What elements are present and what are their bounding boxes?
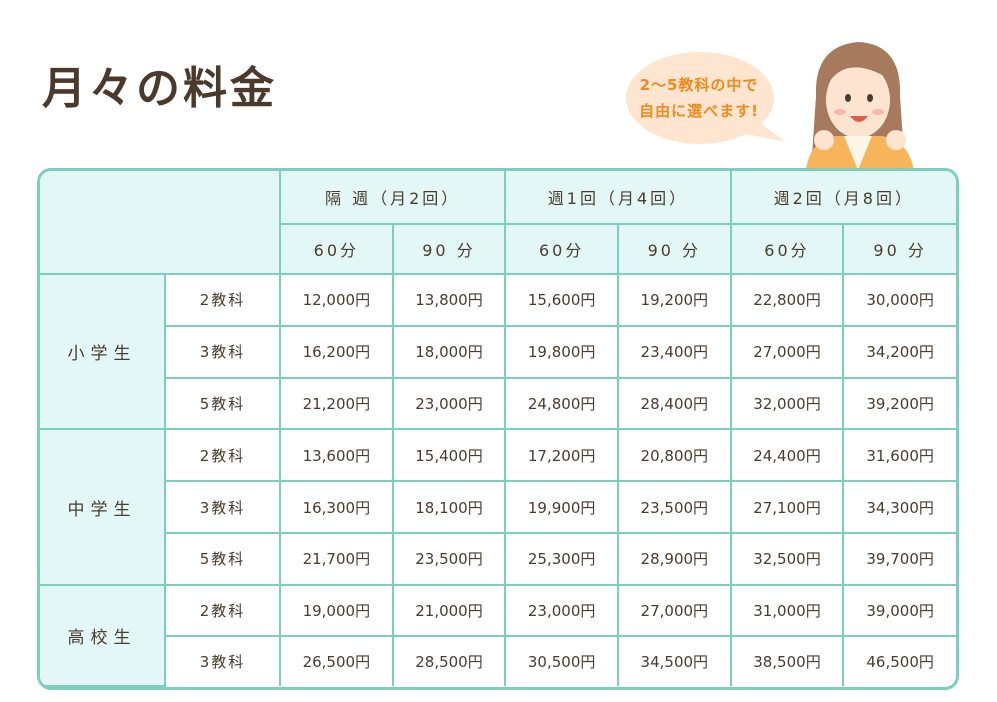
- duration-header-row: 60分 90 分 60分 90 分 60分 90 分: [40, 223, 956, 275]
- price-cell: 27,000円: [616, 583, 732, 638]
- subject-count: 3教科: [165, 324, 281, 379]
- price-cell: 31,600円: [842, 428, 956, 483]
- price-cell: 24,400円: [729, 428, 845, 483]
- table-row: 3教科 26,500円 28,500円 30,500円 34,500円 38,5…: [40, 635, 956, 686]
- price-cell: 31,000円: [729, 583, 845, 638]
- bubble-line-2: 自由に選べます!: [639, 102, 759, 120]
- price-cell: 28,400円: [616, 376, 732, 431]
- subject-count: 2教科: [164, 273, 281, 327]
- grade-label: 高校生: [40, 583, 166, 687]
- price-cell: 16,200円: [279, 324, 394, 379]
- price-cell: 34,500円: [616, 635, 732, 686]
- frequency-header-row: 隔 週（月2回） 週1回（月4回） 週2回（月8回）: [40, 171, 956, 275]
- subject-count: 2教科: [164, 583, 281, 638]
- price-cell: 13,800円: [391, 273, 507, 327]
- subject-count: 2教科: [164, 428, 281, 483]
- speech-bubble: 2〜5教科の中で 自由に選べます!: [626, 50, 786, 150]
- page-title: 月々の料金: [42, 63, 277, 114]
- price-cell: 12,000円: [279, 273, 394, 327]
- price-cell: 20,800円: [616, 428, 732, 483]
- price-cell: 21,700円: [279, 531, 394, 586]
- price-cell: 32,500円: [729, 531, 845, 586]
- header-weekly-once: 週1回（月4回）: [504, 171, 732, 225]
- price-cell: 18,100円: [391, 480, 507, 534]
- table-row: 中学生 2教科 13,600円 15,400円 17,200円 20,800円 …: [40, 428, 956, 586]
- subject-count: 5教科: [165, 376, 281, 431]
- duration-header: 90 分: [391, 223, 507, 275]
- price-cell: 21,200円: [279, 376, 394, 431]
- price-cell: 32,000円: [729, 376, 845, 431]
- header-weekly-twice: 週2回（月8回）: [729, 171, 956, 225]
- price-cell: 23,400円: [616, 324, 732, 379]
- price-cell: 46,500円: [842, 635, 956, 686]
- table-row: 3教科 16,300円 18,100円 19,900円 23,500円 27,1…: [40, 480, 956, 534]
- price-cell: 27,100円: [729, 480, 845, 534]
- duration-header: 60分: [504, 223, 619, 275]
- price-cell: 25,300円: [504, 531, 619, 586]
- price-cell: 38,500円: [729, 635, 845, 686]
- grade-label: 小学生: [40, 272, 166, 431]
- price-cell: 21,000円: [391, 583, 507, 638]
- table-row: 5教科 21,200円 23,000円 24,800円 28,400円 32,0…: [40, 376, 956, 431]
- price-cell: 17,200円: [504, 428, 619, 483]
- price-cell: 19,200円: [616, 273, 732, 327]
- price-cell: 24,800円: [504, 376, 619, 431]
- duration-header: 60分: [280, 223, 394, 275]
- price-cell: 30,500円: [504, 635, 619, 686]
- price-cell: 23,000円: [504, 583, 619, 638]
- table-row: 高校生 2教科 19,000円 21,000円 23,000円 27,000円 …: [40, 583, 956, 687]
- subject-count: 3教科: [165, 480, 281, 534]
- price-cell: 30,000円: [842, 273, 956, 327]
- duration-header: 90 分: [842, 223, 956, 275]
- price-cell: 27,000円: [729, 324, 845, 379]
- price-cell: 39,200円: [842, 376, 956, 431]
- price-cell: 19,900円: [504, 480, 619, 534]
- price-cell: 39,700円: [842, 531, 956, 586]
- price-cell: 23,500円: [616, 480, 732, 534]
- price-cell: 15,400円: [391, 428, 507, 483]
- header-biweekly: 隔 週（月2回）: [278, 171, 507, 225]
- price-cell: 28,900円: [616, 531, 732, 586]
- price-cell: 23,500円: [391, 531, 507, 586]
- price-cell: 34,200円: [842, 324, 956, 379]
- duration-header: 60分: [729, 223, 845, 275]
- price-cell: 34,300円: [842, 480, 956, 534]
- price-cell: 19,000円: [279, 583, 394, 638]
- price-cell: 28,500円: [391, 635, 507, 686]
- price-cell: 18,000円: [391, 324, 507, 379]
- duration-header: 90 分: [616, 223, 732, 275]
- girl-cheering-icon: [796, 36, 924, 170]
- price-cell: 13,600円: [279, 428, 394, 483]
- price-cell: 23,000円: [391, 376, 507, 431]
- table-row: 小学生 2教科 12,000円 13,800円 15,600円 19,200円 …: [40, 272, 956, 431]
- table-row: 5教科 21,700円 23,500円 25,300円 28,900円 32,5…: [40, 531, 956, 586]
- price-table: 隔 週（月2回） 週1回（月4回） 週2回（月8回） 60分 90 分 60分 …: [37, 168, 959, 690]
- price-cell: 15,600円: [504, 273, 619, 327]
- price-cell: 39,000円: [842, 583, 956, 638]
- grade-label: 中学生: [40, 428, 166, 586]
- price-cell: 22,800円: [729, 273, 845, 327]
- subject-count: 5教科: [165, 531, 281, 586]
- price-cell: 19,800円: [504, 324, 619, 379]
- price-cell: 16,300円: [279, 480, 394, 534]
- table-row: 3教科 16,200円 18,000円 19,800円 23,400円 27,0…: [40, 324, 956, 379]
- bubble-line-1: 2〜5教科の中で: [639, 76, 759, 94]
- corner-cell: [40, 171, 281, 275]
- price-grid: 隔 週（月2回） 週1回（月4回） 週2回（月8回） 60分 90 分 60分 …: [40, 171, 956, 687]
- price-cell: 26,500円: [279, 635, 394, 686]
- subject-count: 3教科: [165, 635, 281, 686]
- speech-bubble-shape-icon: [626, 52, 786, 144]
